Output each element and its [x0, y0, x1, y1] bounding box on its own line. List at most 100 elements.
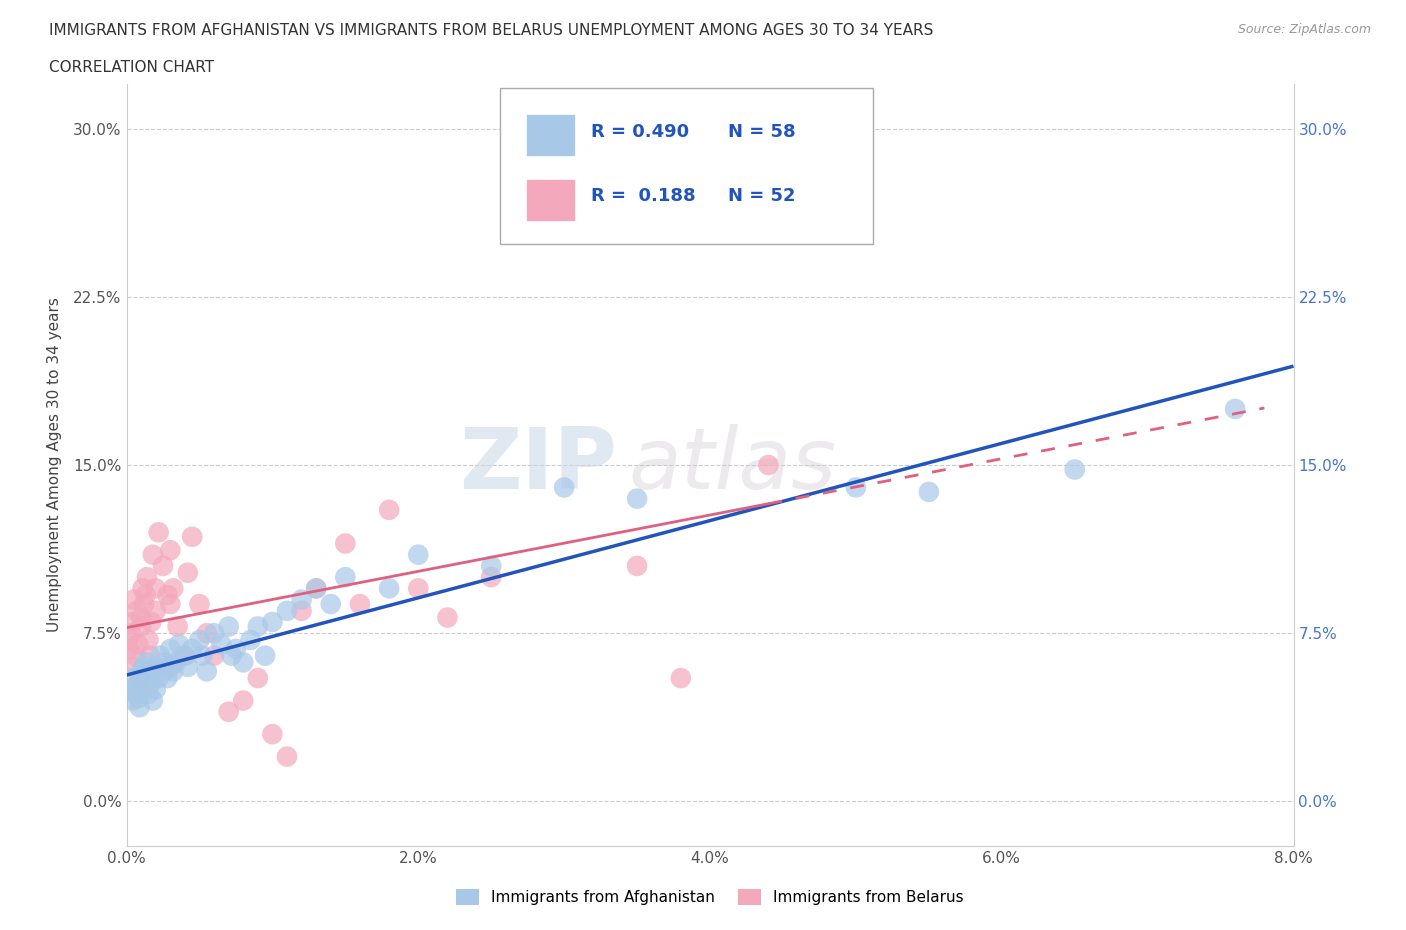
Point	[408, 547, 430, 562]
Point	[138, 632, 160, 647]
Point	[159, 543, 181, 558]
Text: R = 0.490: R = 0.490	[591, 123, 689, 140]
Point	[159, 597, 181, 612]
Point	[145, 682, 167, 697]
Point	[134, 655, 156, 670]
Text: atlas: atlas	[628, 423, 837, 507]
Point	[254, 648, 277, 663]
Point	[181, 642, 204, 657]
Point	[165, 655, 187, 670]
Point	[290, 604, 312, 618]
Text: ZIP: ZIP	[458, 423, 617, 507]
Point	[166, 619, 188, 634]
Point	[127, 637, 149, 652]
Point	[125, 677, 148, 692]
Point	[188, 632, 211, 647]
Point	[141, 615, 163, 630]
Point	[152, 559, 174, 574]
Point	[174, 648, 197, 663]
Point	[134, 588, 156, 603]
Legend: Immigrants from Afghanistan, Immigrants from Belarus: Immigrants from Afghanistan, Immigrants …	[450, 883, 970, 911]
Point	[145, 604, 167, 618]
Point	[669, 671, 692, 685]
Point	[246, 619, 269, 634]
Point	[232, 655, 254, 670]
Point	[276, 750, 298, 764]
Point	[152, 664, 174, 679]
Point	[626, 559, 648, 574]
Point	[319, 597, 342, 612]
Y-axis label: Unemployment Among Ages 30 to 34 years: Unemployment Among Ages 30 to 34 years	[46, 298, 62, 632]
Point	[136, 671, 159, 685]
Point	[436, 610, 458, 625]
Point	[756, 458, 779, 472]
Point	[1223, 402, 1247, 417]
Point	[138, 686, 160, 701]
Point	[195, 664, 218, 679]
Point	[156, 588, 179, 603]
Point	[141, 664, 163, 679]
Point	[142, 547, 165, 562]
Point	[129, 610, 152, 625]
Point	[128, 671, 150, 685]
Point	[117, 632, 139, 647]
Point	[218, 619, 240, 634]
Point	[118, 642, 141, 657]
Point	[129, 619, 152, 634]
Point	[209, 637, 232, 652]
Point	[128, 699, 150, 714]
Point	[202, 626, 225, 641]
Point	[139, 677, 162, 692]
Point	[124, 648, 146, 663]
Point	[131, 581, 153, 596]
FancyBboxPatch shape	[526, 114, 575, 156]
Point	[195, 626, 218, 641]
Point	[132, 659, 155, 674]
Point	[225, 642, 247, 657]
Point	[335, 536, 357, 551]
Point	[305, 581, 328, 596]
Point	[122, 592, 145, 607]
Point	[177, 565, 200, 580]
Point	[149, 648, 172, 663]
Text: R =  0.188: R = 0.188	[591, 187, 696, 205]
Point	[177, 659, 200, 674]
Point	[156, 671, 179, 685]
Text: N = 52: N = 52	[727, 187, 794, 205]
Point	[239, 632, 262, 647]
Point	[148, 525, 170, 539]
Point	[162, 664, 184, 679]
Point	[221, 648, 243, 663]
Point	[139, 648, 162, 663]
Point	[290, 592, 312, 607]
Point	[121, 615, 143, 630]
Text: CORRELATION CHART: CORRELATION CHART	[49, 60, 214, 75]
Point	[145, 581, 167, 596]
Point	[120, 626, 142, 641]
Point	[479, 559, 502, 574]
Point	[121, 693, 143, 708]
Point	[124, 686, 146, 701]
FancyBboxPatch shape	[501, 87, 873, 244]
Point	[218, 704, 240, 719]
Text: Source: ZipAtlas.com: Source: ZipAtlas.com	[1237, 23, 1371, 36]
Point	[181, 529, 204, 544]
Point	[523, 166, 546, 180]
Point	[262, 726, 284, 741]
Point	[129, 664, 152, 679]
Point	[262, 615, 284, 630]
Point	[378, 502, 401, 517]
Point	[845, 480, 868, 495]
Point	[153, 655, 176, 670]
Point	[122, 659, 145, 674]
Point	[191, 648, 214, 663]
Point	[122, 682, 145, 697]
Point	[378, 581, 401, 596]
Point	[408, 581, 430, 596]
Point	[1063, 462, 1085, 477]
Point	[159, 659, 181, 674]
Point	[162, 581, 184, 596]
Point	[246, 671, 269, 685]
Point	[132, 597, 155, 612]
Point	[553, 480, 575, 495]
